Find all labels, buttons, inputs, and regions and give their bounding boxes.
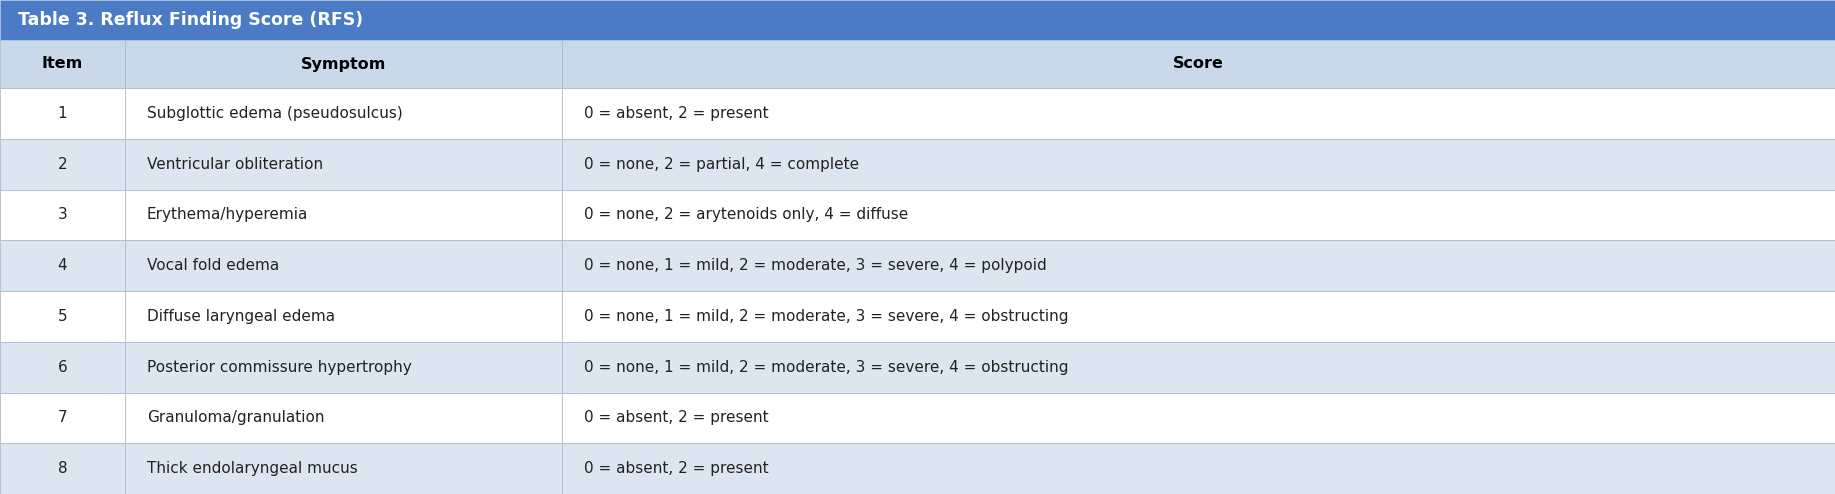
Text: 2: 2 [57, 157, 68, 171]
Text: 0 = none, 2 = arytenoids only, 4 = diffuse: 0 = none, 2 = arytenoids only, 4 = diffu… [584, 207, 908, 222]
Bar [562, 291, 1835, 342]
Text: 0 = none, 1 = mild, 2 = moderate, 3 = severe, 4 = obstructing: 0 = none, 1 = mild, 2 = moderate, 3 = se… [584, 360, 1068, 374]
Text: 0 = absent, 2 = present: 0 = absent, 2 = present [584, 411, 769, 425]
Bar [562, 88, 1835, 139]
Bar [0, 240, 125, 291]
Text: 7: 7 [57, 411, 68, 425]
Text: Ventricular obliteration: Ventricular obliteration [147, 157, 323, 171]
Bar [0, 88, 125, 139]
Text: 6: 6 [57, 360, 68, 374]
Bar [0, 139, 125, 190]
Text: 0 = absent, 2 = present: 0 = absent, 2 = present [584, 106, 769, 121]
Text: 5: 5 [57, 309, 68, 324]
Bar [125, 139, 562, 190]
Text: 4: 4 [57, 258, 68, 273]
Text: Item: Item [42, 56, 83, 72]
Bar [562, 240, 1835, 291]
Text: Posterior commissure hypertrophy: Posterior commissure hypertrophy [147, 360, 411, 374]
Text: 1: 1 [57, 106, 68, 121]
Bar [125, 393, 562, 443]
Text: 8: 8 [57, 461, 68, 476]
Text: Granuloma/granulation: Granuloma/granulation [147, 411, 325, 425]
Bar [562, 342, 1835, 393]
Text: Symptom: Symptom [301, 56, 385, 72]
Text: Thick endolaryngeal mucus: Thick endolaryngeal mucus [147, 461, 358, 476]
Text: Score: Score [1173, 56, 1224, 72]
Bar [562, 190, 1835, 240]
Text: Erythema/hyperemia: Erythema/hyperemia [147, 207, 308, 222]
Text: Diffuse laryngeal edema: Diffuse laryngeal edema [147, 309, 336, 324]
Bar [0, 393, 125, 443]
Text: Vocal fold edema: Vocal fold edema [147, 258, 279, 273]
Bar [125, 443, 562, 494]
Text: 0 = none, 2 = partial, 4 = complete: 0 = none, 2 = partial, 4 = complete [584, 157, 859, 171]
Text: 0 = absent, 2 = present: 0 = absent, 2 = present [584, 461, 769, 476]
Text: 0 = none, 1 = mild, 2 = moderate, 3 = severe, 4 = polypoid: 0 = none, 1 = mild, 2 = moderate, 3 = se… [584, 258, 1046, 273]
Bar [125, 40, 562, 88]
Bar [0, 443, 125, 494]
Bar [125, 88, 562, 139]
Bar [562, 443, 1835, 494]
Bar [562, 139, 1835, 190]
Bar [0, 342, 125, 393]
Text: 0 = none, 1 = mild, 2 = moderate, 3 = severe, 4 = obstructing: 0 = none, 1 = mild, 2 = moderate, 3 = se… [584, 309, 1068, 324]
Bar [0, 40, 125, 88]
Bar [0, 291, 125, 342]
Bar [0, 190, 125, 240]
Bar [125, 240, 562, 291]
Text: Subglottic edema (pseudosulcus): Subglottic edema (pseudosulcus) [147, 106, 402, 121]
Text: 3: 3 [57, 207, 68, 222]
Text: Table 3. Reflux Finding Score (RFS): Table 3. Reflux Finding Score (RFS) [18, 11, 363, 29]
Bar [125, 291, 562, 342]
Bar [562, 393, 1835, 443]
Bar [125, 190, 562, 240]
Bar [562, 40, 1835, 88]
Bar [0, 0, 1835, 40]
Bar [125, 342, 562, 393]
